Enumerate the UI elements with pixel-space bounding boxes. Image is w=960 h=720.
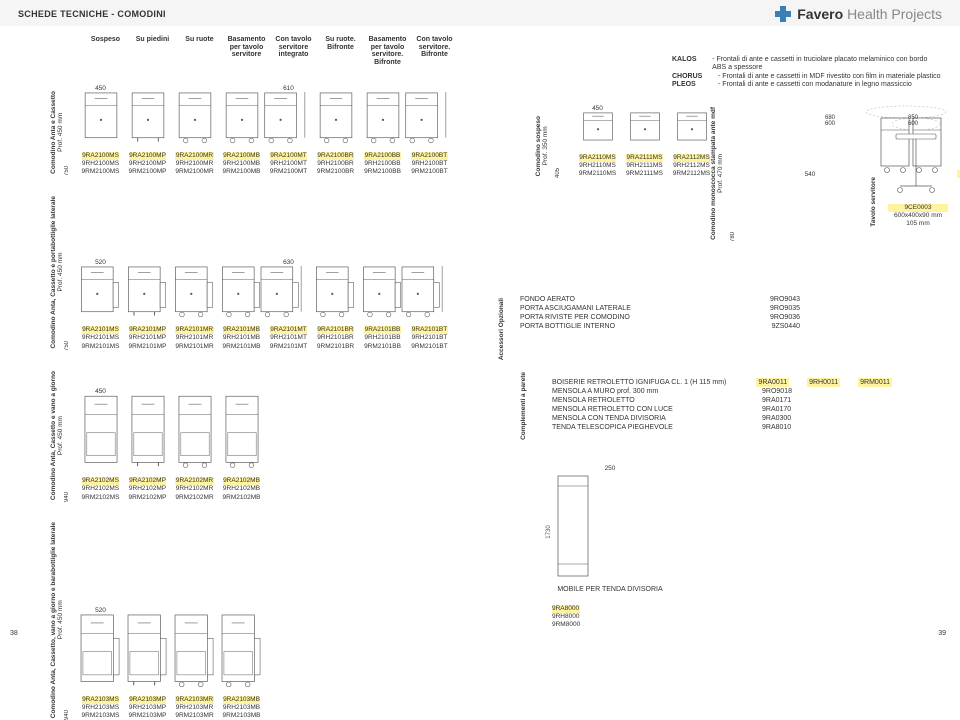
cross-icon: [775, 6, 791, 22]
row2-label: Comodino Anta, Cassetto e portabottiglie…: [50, 194, 62, 351]
col-header-2: Su ruote: [176, 36, 223, 67]
accessori-table: FONDO AERATO9RO9043PORTA ASCIUGAMANI LAT…: [520, 295, 800, 331]
col-header-4: Con tavolo servitore integrato: [270, 36, 317, 67]
unit-drawing: 450 9RA2100MS9RH2100MS9RM2100MS: [78, 85, 123, 176]
unit-drawing: 450 9RA2102MS9RH2102MS9RM2102MS: [78, 388, 123, 501]
complementi-row: MENSOLA RETROLETTO CON LUCE9RA0170: [552, 405, 892, 414]
unit-drawing: 9RA2101BT9RH2101BT9RM2101BT: [407, 266, 452, 350]
accessori-row: PORTA ASCIUGAMANI LATERALE9RO9035: [520, 304, 800, 313]
row2-drawings: 520 9RA2101MS9RH2101MS9RM2101MS 9RA2101M…: [78, 259, 452, 350]
col-header-1: Su piedini: [129, 36, 176, 67]
mobile-tenda-drawing: 1730: [540, 472, 630, 580]
complementi-row: MENSOLA CON TENDA DIVISORIA9RA0300: [552, 414, 892, 423]
page-title: SCHEDE TECNICHE - COMODINI: [18, 9, 166, 19]
unit-drawing: 9RA2102MR9RH2102MR9RM2102MR: [172, 395, 217, 501]
unit-drawing: 520 9RA2103MS9RH2103MS9RM2103MS: [78, 607, 123, 720]
accessori-label: Accessori Opzionali: [498, 298, 505, 360]
sospeso-block: Comodino sospesoProf. 350 mm 405 450 9RA…: [535, 105, 714, 178]
complementi-row: BOISERIE RETROLETTO IGNIFUGA CL. 1 (H 11…: [552, 378, 892, 387]
unit-drawing: 9RA2101MP9RH2101MP9RM2101MP: [125, 266, 170, 350]
tavolo-block: Tavolo servitore 9CE0003 600x400x90 mm 1…: [870, 110, 948, 228]
complementi-row: TENDA TELESCOPICA PIEGHEVOLE9RA8010: [552, 423, 892, 432]
brand-bold: Favero: [797, 6, 843, 22]
mobile-tenda-block: 250 1730 MOBILE PER TENDA DIVISORIA: [540, 465, 680, 593]
row4-drawings: 520 9RA2103MS9RH2103MS9RM2103MS 9RA2103M…: [78, 607, 264, 720]
page-number-left: 38: [10, 630, 18, 637]
unit-drawing: 9RA2102MB9RH2102MB9RM2102MB: [219, 395, 264, 501]
unit-drawing: 9RA2103MB9RH2103MB9RM2103MB: [219, 614, 264, 720]
legend-row: KALOS- Frontali di ante e cassetti in tr…: [672, 56, 942, 73]
monoscocca-block: Comodino monoscocca stampata ante mdfPro…: [710, 105, 738, 242]
row4-label: Comodino Anta, Cassetto, vano a giorno e…: [50, 520, 62, 720]
legend-row: CHORUS- Frontali di ante e cassetti in M…: [672, 73, 942, 81]
unit-drawing: 9RA2100BR9RH2100BR9RM2100BR: [313, 92, 358, 176]
tavolo-dim-w2: 600: [805, 121, 855, 127]
mobile-tenda-codes: 9RA8000 9RH8000 9RM8000: [552, 605, 580, 629]
unit-drawing: 9RA2101BB9RH2101BB9RM2101BB: [360, 266, 405, 350]
accessori-row: PORTA BOTTIGLIE INTERNO9ZS0440: [520, 322, 800, 331]
brand-light: Health Projects: [847, 6, 942, 22]
col-header-7: Con tavolo servitore. Bifronte: [411, 36, 458, 67]
unit-drawing: 9RA2100MR9RH2100MR9RM2100MR: [172, 92, 217, 176]
accessori-row: PORTA RIVISTE PER COMODINO9RO9036: [520, 313, 800, 322]
row1-drawings: 450 9RA2100MS9RH2100MS9RM2100MS 9RA2100M…: [78, 85, 452, 176]
complementi-label: Complementi a parete: [520, 372, 527, 440]
unit-drawing: 9RA2100MP9RH2100MP9RM2100MP: [125, 92, 170, 176]
sospeso-unit: 9RA2111MS9RH2111MS9RM2111MS: [622, 112, 667, 178]
unit-drawing: 9RA2103MR9RH2103MR9RM2103MR: [172, 614, 217, 720]
complementi-row: MENSOLA A MURO prof. 300 mm9RO9018: [552, 387, 892, 396]
row3-drawings: 450 9RA2102MS9RH2102MS9RM2102MS 9RA2102M…: [78, 388, 264, 501]
unit-drawing: 9RA2101BR9RH2101BR9RM2101BR: [313, 266, 358, 350]
unit-drawing: 9RA2100BT9RH2100BT9RM2100BT: [407, 92, 452, 176]
unit-drawing: 9RA2101MR9RH2101MR9RM2101MR: [172, 266, 217, 350]
page-number-right: 39: [938, 630, 946, 637]
col-header-5: Su ruote. Bifronte: [317, 36, 364, 67]
unit-drawing: 630 9RA2101MT9RH2101MT9RM2101MT: [266, 259, 311, 350]
unit-drawing: 9RA2103MP9RH2103MP9RM2103MP: [125, 614, 170, 720]
unit-drawing: 9RA2100MB9RH2100MB9RM2100MB: [219, 92, 264, 176]
row2-height-dim: 750: [64, 341, 70, 351]
unit-drawing: 9RA2100BB9RH2100BB9RM2100BB: [360, 92, 405, 176]
complementi-row: MENSOLA RETROLETTO9RA0171: [552, 396, 892, 405]
sospeso-unit: 9RA2112MS9RH2112MS9RM2112MS: [669, 112, 714, 178]
unit-drawing: 9RA2101MB9RH2101MB9RM2101MB: [219, 266, 264, 350]
header-bar: SCHEDE TECNICHE - COMODINI Favero Health…: [0, 0, 960, 26]
unit-drawing: 9RA2102MP9RH2102MP9RM2102MP: [125, 395, 170, 501]
col-header-0: Sospeso: [82, 36, 129, 67]
svg-text:1730: 1730: [546, 525, 552, 539]
complementi-table: BOISERIE RETROLETTO IGNIFUGA CL. 1 (H 11…: [552, 378, 892, 433]
row1-height-dim: 750: [64, 166, 70, 176]
col-header-6: Basamento per tavolo servitore. Bifronte: [364, 36, 411, 67]
brand-logo: Favero Health Projects: [775, 6, 942, 22]
row1-label: Comodino Anta e CassettoProf. 450 mm: [50, 89, 62, 176]
col-header-3: Basamento per tavolo servitore: [223, 36, 270, 67]
unit-drawing: 520 9RA2101MS9RH2101MS9RM2101MS: [78, 259, 123, 350]
row3-label: Comodino Anta, Cassetto e vano a giornoP…: [50, 369, 62, 502]
unit-drawing: 610 9RA2100MT9RH2100MT9RM2100MT: [266, 85, 311, 176]
sospeso-unit: 450 9RA2110MS9RH2110MS9RM2110MS: [575, 105, 620, 178]
row3-height-dim: 940: [64, 492, 70, 502]
row4-height-dim: 940: [64, 710, 70, 720]
accessori-row: FONDO AERATO9RO9043: [520, 295, 800, 304]
